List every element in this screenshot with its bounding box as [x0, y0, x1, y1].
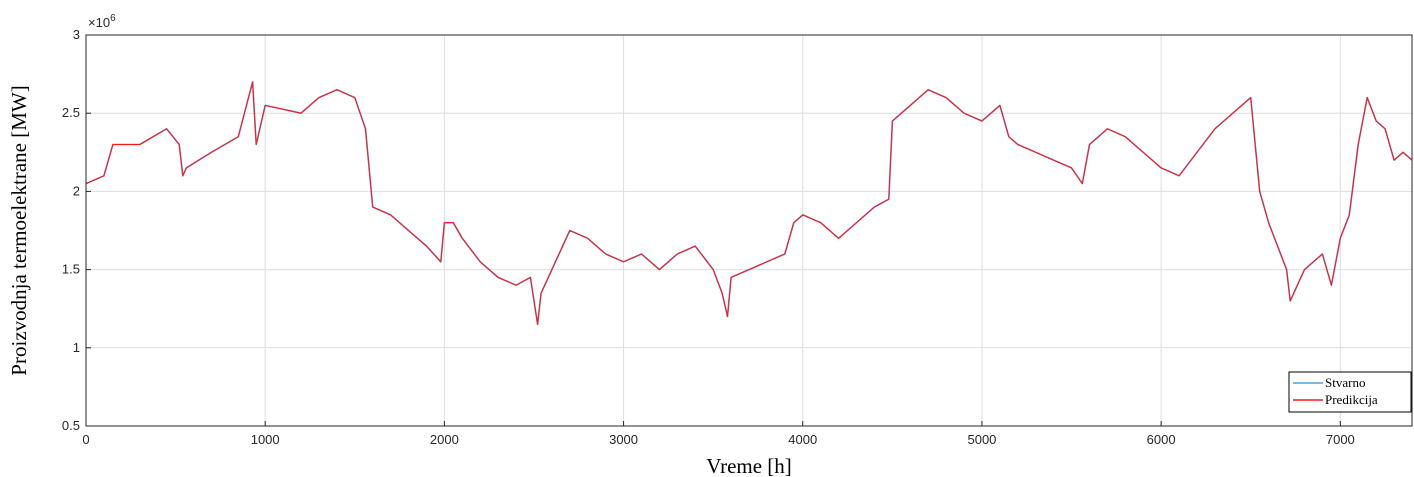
legend: Stvarno Predikcija — [1288, 371, 1412, 413]
y-exponent-power: 6 — [110, 13, 116, 24]
series-layer — [85, 81, 1413, 326]
y-tick-label: 3 — [73, 27, 80, 42]
y-tick-label: 2 — [73, 183, 80, 198]
tick-layer: 0 1000 2000 3000 4000 5000 6000 7000 0.5 1 1.5 2 2.5… — [62, 27, 1355, 447]
x-tick-label: 3000 — [609, 432, 638, 447]
x-tick-label: 4000 — [788, 432, 817, 447]
series-line-predikcija — [85, 81, 1413, 325]
legend-label-predikcija: Predikcija — [1325, 392, 1378, 407]
y-exponent-base: ×10 — [88, 15, 110, 30]
x-tick-label: 2000 — [430, 432, 459, 447]
x-tick-label: 0 — [82, 432, 89, 447]
y-tick-label: 0.5 — [62, 418, 80, 433]
x-tick-label: 7000 — [1326, 432, 1355, 447]
plot-frame — [85, 34, 1413, 427]
y-tick-label: 2.5 — [62, 105, 80, 120]
y-tick-label: 1.5 — [62, 262, 80, 277]
y-axis-label: Proizvodnja termoelektrane [MW] — [7, 85, 31, 375]
y-tick-label: 1 — [73, 340, 80, 355]
x-tick-label: 1000 — [251, 432, 280, 447]
x-tick-label: 5000 — [967, 432, 996, 447]
x-tick-label: 6000 — [1147, 432, 1176, 447]
x-axis-label: Vreme [h] — [706, 454, 792, 477]
y-exponent-label: ×106 — [88, 13, 116, 30]
legend-label-stvarno: Stvarno — [1325, 375, 1365, 390]
legend-box — [1288, 371, 1412, 413]
